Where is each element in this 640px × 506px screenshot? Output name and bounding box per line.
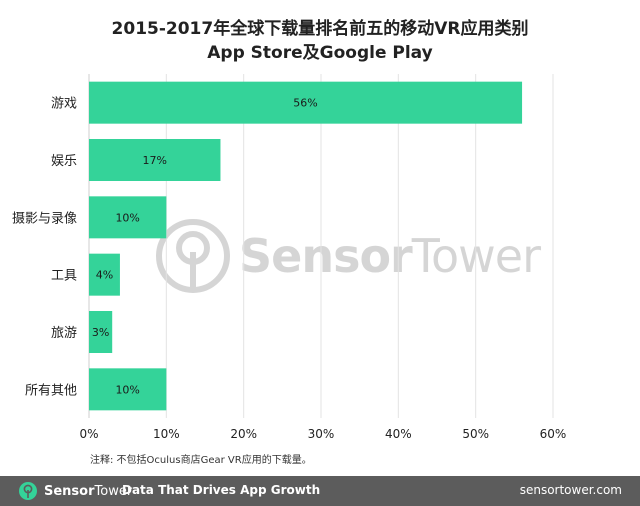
x-tick-label: 20%	[230, 427, 257, 441]
bar	[89, 368, 167, 411]
watermark: SensorTower	[155, 218, 541, 294]
bar-value-label: 3%	[92, 326, 109, 339]
bar-value-label: 17%	[143, 154, 167, 167]
bar	[89, 253, 120, 296]
bar	[89, 311, 113, 353]
bar	[89, 196, 167, 239]
bar-value-label: 56%	[293, 97, 317, 110]
footnote: 注释: 不包括Oculus商店Gear VR应用的下载量。	[90, 455, 312, 466]
x-tick-label: 50%	[462, 427, 489, 441]
x-tick-label: 10%	[153, 427, 180, 441]
sensortower-logo-icon	[19, 482, 37, 500]
x-tick-label: 40%	[385, 427, 412, 441]
footer-url[interactable]: sensortower.com	[519, 483, 622, 497]
category-label: 旅游	[51, 326, 77, 341]
bar	[89, 81, 523, 124]
category-label: 游戏	[51, 97, 77, 112]
footer-bar: SensorTower Data That Drives App Growth …	[0, 476, 640, 506]
sensortower-logo-icon	[156, 219, 230, 293]
footer-brand-name: SensorTower	[44, 483, 133, 499]
x-tick-label: 30%	[308, 427, 335, 441]
category-label: 所有其他	[25, 383, 77, 398]
watermark-text: SensorTower	[239, 229, 541, 283]
x-tick-label: 60%	[540, 427, 567, 441]
chart-title: 2015-2017年全球下载量排名前五的移动VR应用类别	[111, 19, 529, 39]
category-label: 娱乐	[51, 154, 77, 169]
footer-tagline: Data That Drives App Growth	[122, 483, 321, 497]
bar	[89, 139, 221, 181]
category-label: 摄影与录像	[12, 211, 77, 226]
bar-value-label: 10%	[115, 211, 139, 224]
footer-brand: SensorTower	[18, 481, 132, 501]
chart-subtitle: App Store及Google Play	[207, 43, 433, 63]
bar-chart: 0% 10% 20% 30% 40% 50% 60% 56% 游戏 17% 娱乐 10% 摄影与录像 4%…	[12, 74, 567, 441]
bar-value-label: 4%	[96, 269, 113, 282]
category-label: 工具	[51, 269, 77, 284]
bar-value-label: 10%	[115, 383, 139, 396]
x-tick-label: 0%	[79, 427, 98, 441]
